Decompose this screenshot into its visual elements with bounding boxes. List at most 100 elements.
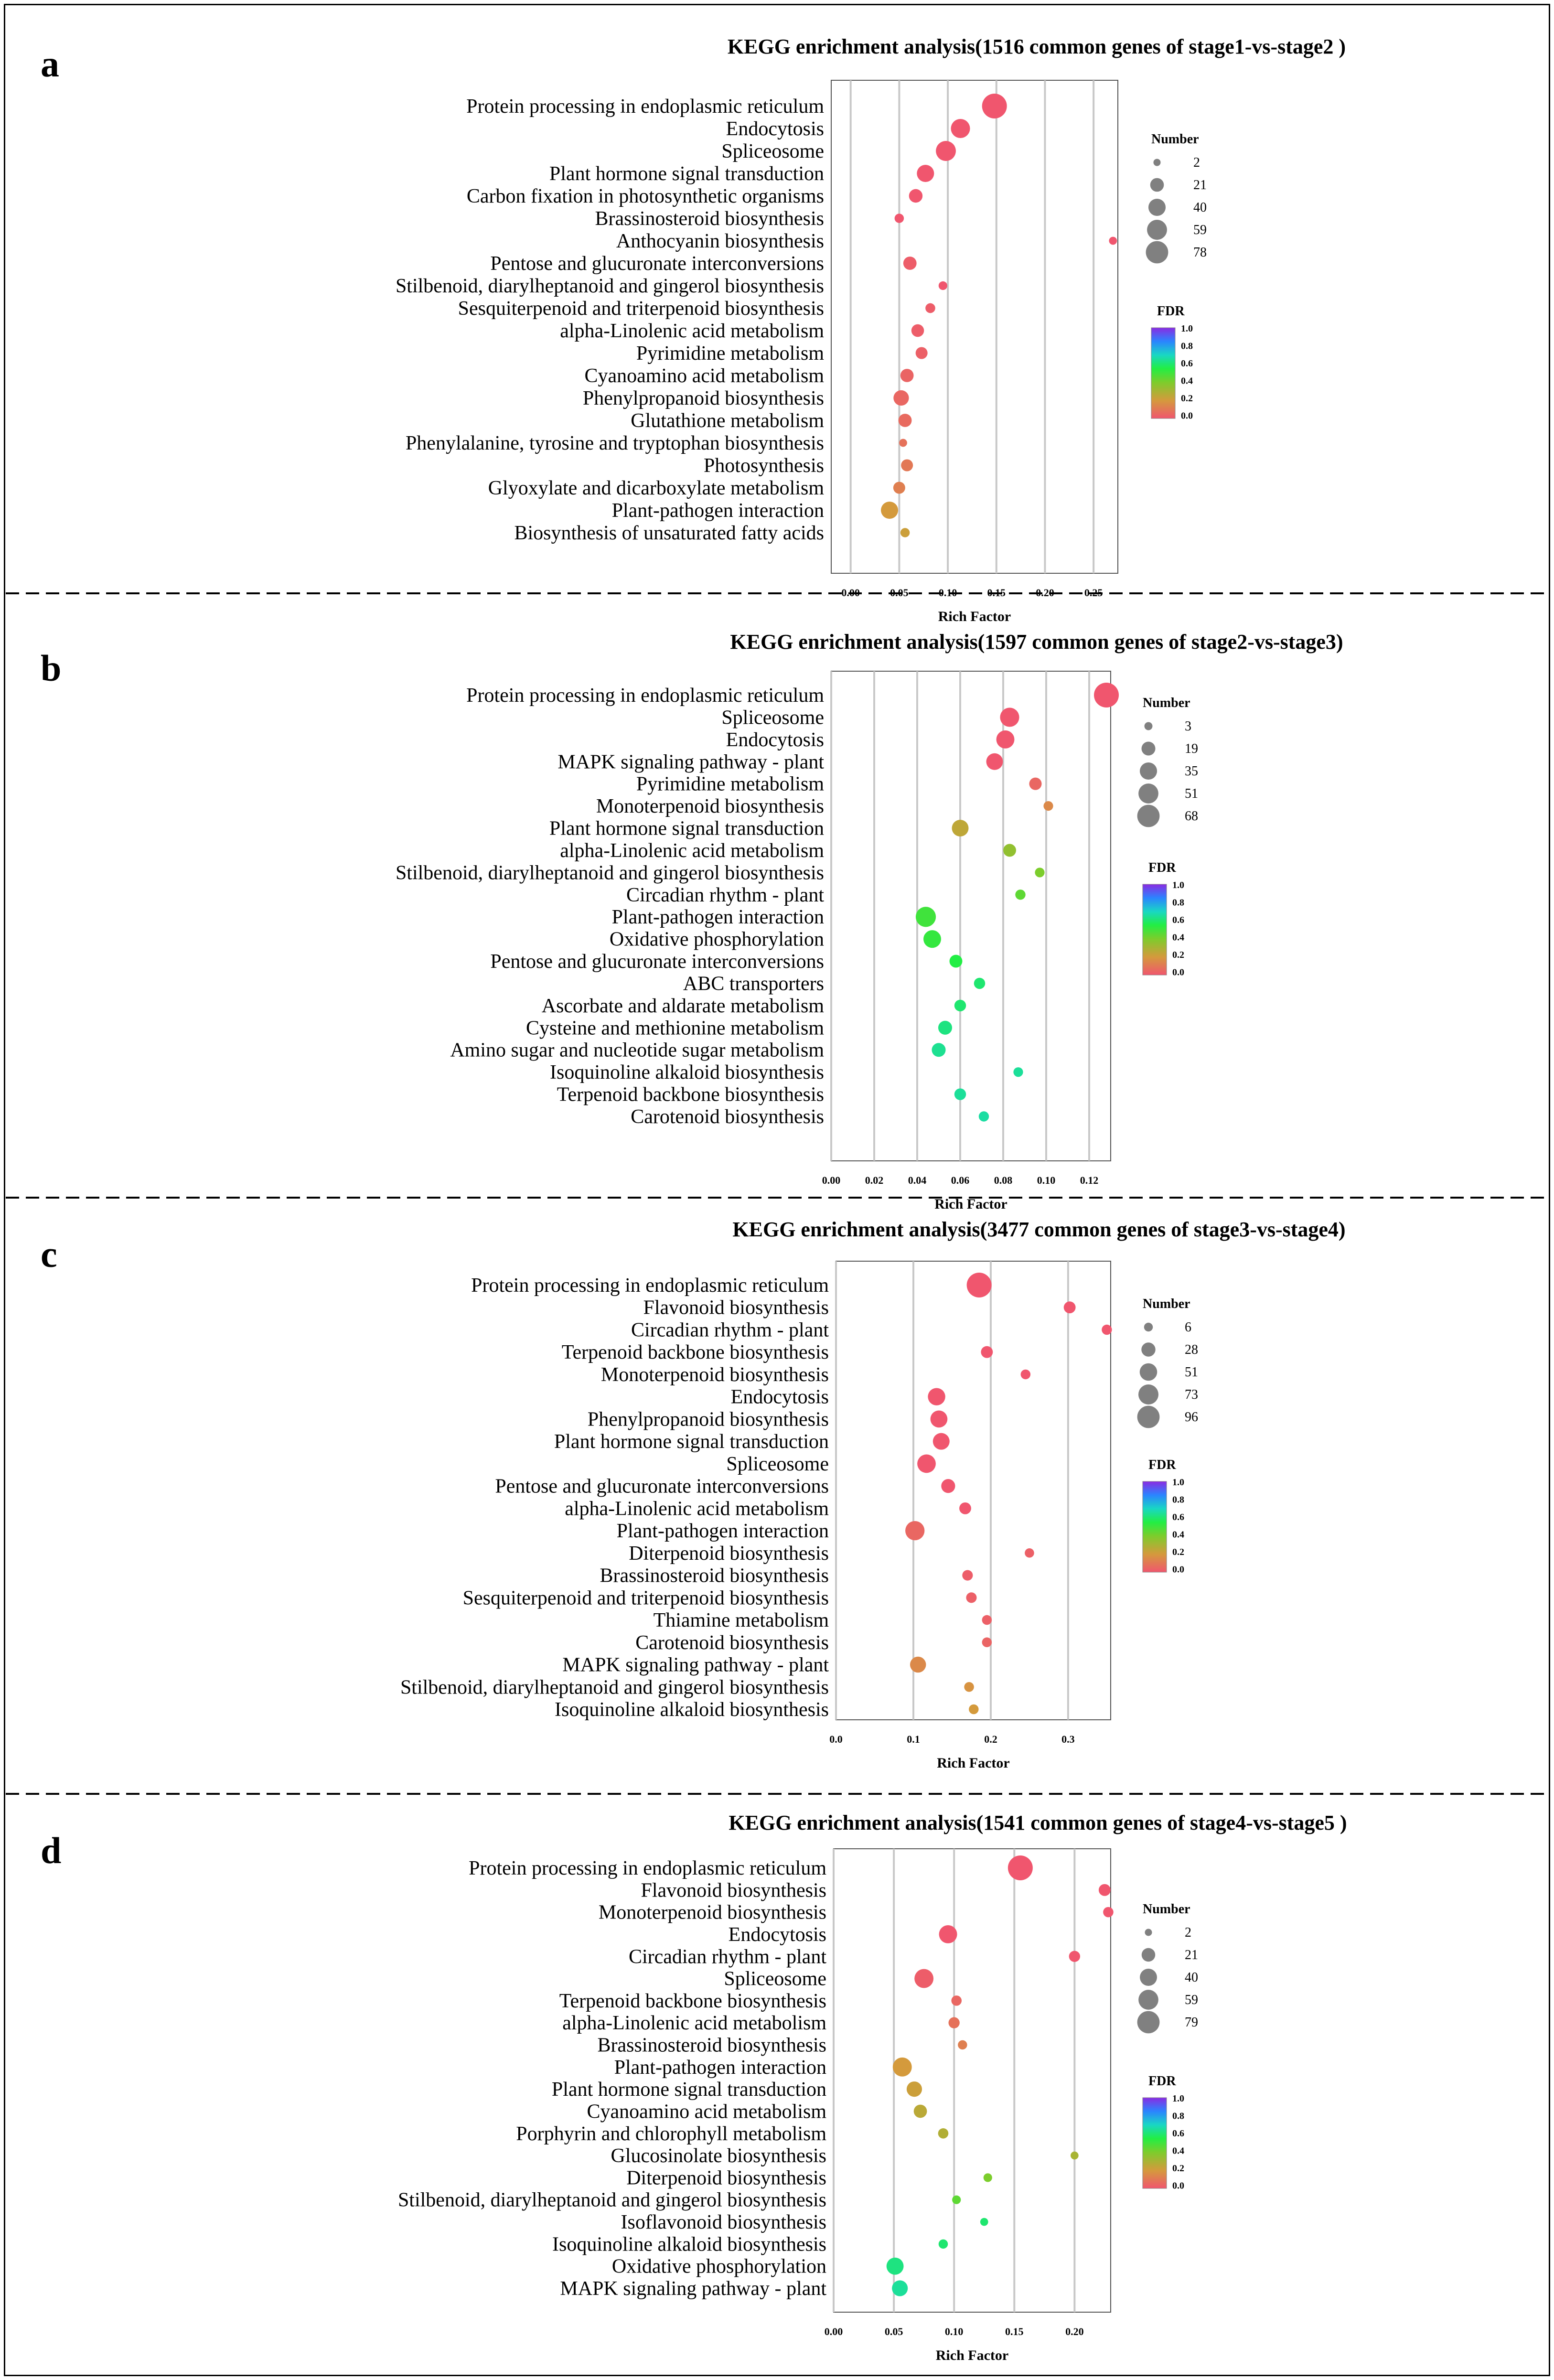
enrichment-point	[1098, 1884, 1111, 1896]
size-legend-value: 21	[1193, 178, 1207, 193]
size-legend: Number 6 28 51 73 96	[1137, 1297, 1198, 1428]
fdr-tick-label: 0.6	[1172, 1512, 1184, 1522]
enrichment-point	[1029, 777, 1042, 790]
pathway-label: Brassinosteroid biosynthesis	[600, 1565, 829, 1587]
x-axis-label: Rich Factor	[934, 1196, 1007, 1212]
x-axis-label: Rich Factor	[938, 609, 1011, 624]
enrichment-point	[1020, 1369, 1031, 1380]
pathway-label: Cyanoamino acid metabolism	[587, 2101, 826, 2123]
size-legend-value: 78	[1193, 245, 1207, 260]
pathway-label: Plant hormone signal transduction	[549, 818, 824, 840]
fdr-legend-title: FDR	[1157, 304, 1185, 319]
fdr-tick-label: 0.4	[1172, 933, 1184, 943]
pathway-label: Plant-pathogen interaction	[617, 1520, 829, 1542]
enrichment-point	[900, 369, 914, 382]
size-legend-value: 51	[1185, 1365, 1198, 1380]
x-tick-label: 0.20	[1036, 587, 1054, 599]
pathway-label: Oxidative phosphorylation	[612, 2256, 826, 2278]
pathway-label: Protein processing in endoplasmic reticu…	[466, 96, 824, 118]
enrichment-point	[954, 1088, 966, 1100]
x-tick-label: 0.10	[1037, 1174, 1056, 1186]
enrichment-point	[1000, 708, 1019, 727]
fdr-legend: FDR 1.0 0.8 0.6 0.4 0.2 0.0	[1142, 860, 1184, 978]
fdr-legend: FDR 1.0 0.8 0.6 0.4 0.2 0.0	[1142, 1458, 1184, 1575]
plot-frame	[833, 1848, 1111, 2313]
fdr-tick-label: 1.0	[1181, 323, 1193, 334]
pathway-label: Protein processing in endoplasmic reticu…	[469, 1857, 826, 1879]
enrichment-point	[913, 2104, 927, 2118]
pathway-label: Plant hormone signal transduction	[552, 2079, 826, 2101]
fdr-tick-label: 0.6	[1181, 358, 1193, 369]
enrichment-point	[1015, 890, 1026, 900]
fdr-tick-label: 0.2	[1181, 393, 1193, 404]
size-legend-circle	[1153, 159, 1161, 166]
enrichment-point	[932, 1433, 950, 1450]
enrichment-point	[958, 2040, 967, 2050]
enrichment-point	[892, 2057, 912, 2077]
pathway-label: alpha-Linolenic acid metabolism	[560, 320, 824, 342]
pathway-label: Cysteine and methionine metabolism	[526, 1017, 824, 1039]
enrichment-point	[982, 94, 1007, 118]
enrichment-point	[952, 2195, 961, 2204]
fdr-tick-label: 0.4	[1181, 376, 1193, 386]
pathway-label: Carbon fixation in photosynthetic organi…	[467, 185, 824, 207]
fdr-legend: FDR 1.0 0.8 0.6 0.4 0.2 0.0	[1151, 304, 1193, 421]
enrichment-point	[939, 1925, 957, 1943]
enrichment-point	[894, 214, 904, 223]
x-tick-label: 0.1	[907, 1733, 920, 1745]
enrichment-point	[951, 1995, 962, 2006]
pathway-label: MAPK signaling pathway - plant	[560, 2278, 826, 2300]
figure-border	[4, 4, 1550, 2376]
size-legend-value: 19	[1185, 741, 1198, 756]
enrichment-point	[981, 1346, 993, 1358]
enrichment-point	[996, 730, 1015, 749]
size-legend: Number 2 21 40 59 78	[1146, 132, 1207, 264]
size-legend-value: 6	[1185, 1320, 1191, 1335]
enrichment-point	[986, 753, 1003, 770]
pathway-label: Photosynthesis	[704, 455, 824, 477]
pathway-label: Carotenoid biosynthesis	[631, 1106, 824, 1128]
x-tick-label: 0.20	[1065, 2326, 1084, 2337]
chart-title: KEGG enrichment analysis(1516 common gen…	[728, 35, 1346, 58]
pathway-label: Phenylpropanoid biosynthesis	[583, 387, 824, 409]
pathway-label: Carotenoid biosynthesis	[635, 1632, 829, 1654]
size-legend-circle	[1140, 1969, 1157, 1986]
enrichment-point	[1069, 1951, 1081, 1962]
enrichment-point	[936, 141, 956, 161]
size-legend-circle	[1137, 804, 1160, 827]
enrichment-point	[952, 820, 969, 837]
x-axis-label: Rich Factor	[937, 1755, 1009, 1771]
enrichment-point	[930, 1410, 948, 1428]
fdr-tick-label: 0.8	[1172, 2111, 1184, 2122]
enrichment-point	[938, 281, 948, 290]
chart-title: KEGG enrichment analysis(1597 common gen…	[730, 630, 1343, 654]
size-legend: Number 3 19 35 51 68	[1137, 696, 1198, 827]
fdr-legend: FDR 1.0 0.8 0.6 0.4 0.2 0.0	[1142, 2074, 1184, 2191]
enrichment-point	[982, 1637, 992, 1648]
size-legend-value: 21	[1185, 1948, 1198, 1962]
size-legend-value: 59	[1193, 223, 1207, 237]
pathway-label: Endocytosis	[726, 729, 824, 751]
pathway-label: Spliceosome	[726, 1453, 829, 1475]
chart-title: KEGG enrichment analysis(1541 common gen…	[729, 1811, 1347, 1834]
fdr-tick-label: 0.4	[1172, 2146, 1184, 2156]
enrichment-point	[892, 2280, 908, 2296]
enrichment-point	[949, 954, 963, 968]
pathway-label: Terpenoid backbone biosynthesis	[557, 1084, 824, 1106]
enrichment-point	[966, 1592, 977, 1603]
pathway-label: Pyrimidine metabolism	[636, 773, 824, 795]
enrichment-point	[1003, 844, 1016, 857]
enrichment-point	[938, 2239, 948, 2249]
pathway-label: Spliceosome	[724, 1968, 826, 1990]
enrichment-point	[1013, 1067, 1023, 1077]
pathway-label: Pyrimidine metabolism	[636, 343, 824, 365]
size-legend-value: 35	[1185, 764, 1198, 779]
pathway-label: Oxidative phosphorylation	[610, 929, 824, 951]
size-legend-circle	[1141, 1948, 1156, 1962]
pathway-label: Plant-pathogen interaction	[612, 500, 824, 522]
pathway-label: Brassinosteroid biosynthesis	[598, 2035, 827, 2057]
x-tick-label: 0.15	[987, 587, 1006, 599]
enrichment-point	[898, 414, 912, 427]
size-legend-circle	[1137, 1405, 1160, 1428]
enrichment-point	[881, 501, 899, 519]
